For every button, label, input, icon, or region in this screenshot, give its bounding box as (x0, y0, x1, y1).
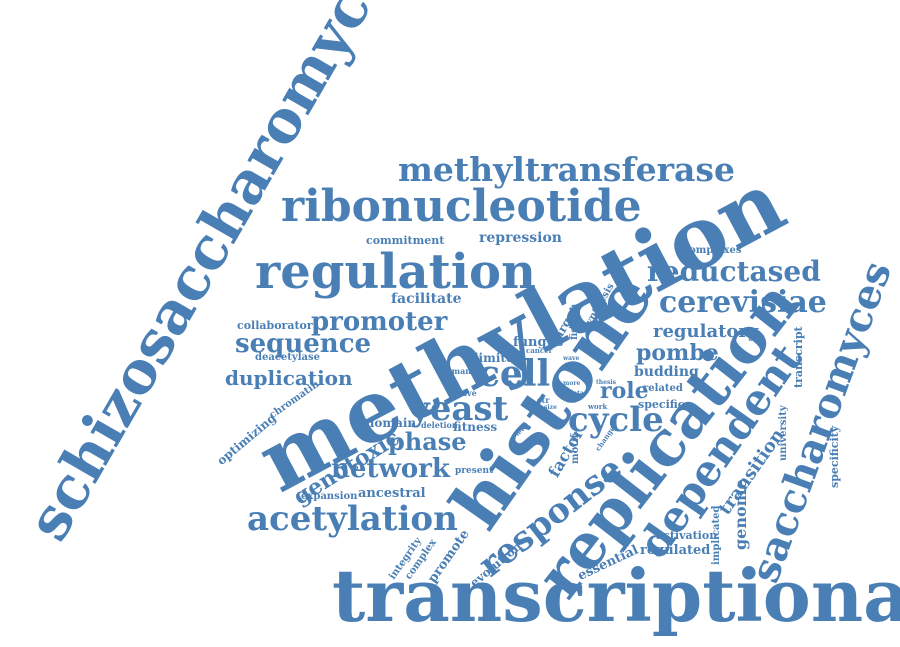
word-more: more (563, 380, 581, 387)
word-motif: motif (570, 434, 581, 464)
word-work: work (588, 402, 608, 411)
word-str: str (537, 395, 550, 405)
word-pombe: pombe (636, 340, 719, 366)
word-sequence: sequence (235, 329, 372, 359)
word-transcript: transcript (792, 326, 805, 388)
word-network: network (331, 454, 450, 484)
word-university: university (778, 405, 789, 461)
word-activation: activation (656, 529, 718, 542)
word-budding: budding (634, 364, 699, 380)
word-specificity: specificity (828, 425, 841, 488)
word-commitment: commitment (366, 234, 445, 247)
word-phase: phase (388, 427, 467, 456)
word-promoter: promoter (311, 307, 448, 337)
word-facilitate: facilitate (391, 291, 462, 307)
word-implicated: implicated (711, 505, 722, 565)
word-fitness: fitness (453, 420, 498, 434)
word-complexes: complexes (683, 245, 742, 256)
word-collaborator: collaborator (237, 319, 313, 332)
word-cancer: cancer (526, 346, 553, 355)
word-regulation: regulation (255, 244, 536, 300)
word-methyltransferase: methyltransferase (398, 150, 735, 189)
word-ancestral: ancestral (358, 486, 426, 501)
word-deletion: deletion (421, 420, 458, 430)
word-role: role (600, 378, 649, 404)
word-cell: cell (478, 353, 551, 395)
word-regulated: regulated (640, 543, 711, 558)
word-specific: specific (638, 398, 685, 411)
word-limited: limited (474, 351, 522, 365)
word-wave: wave (563, 355, 580, 362)
word-cycle: cycle (568, 400, 664, 440)
word-data: data (569, 390, 584, 397)
word-related: related (643, 383, 683, 394)
word-fungus: fungus (513, 335, 564, 350)
word-thesis: thesis (596, 379, 616, 386)
word-deacetylase: deacetylase (255, 352, 320, 363)
word-repression: repression (479, 230, 562, 246)
word-ribonucleotide: ribonucleotide (281, 181, 642, 232)
word-regulatory: regulatory (653, 321, 759, 342)
word-genome: genome (731, 479, 750, 550)
word-domain: domain (366, 416, 417, 430)
word-cerevisiae: cerevisiae (659, 285, 827, 320)
word-have: have (456, 388, 477, 398)
word-duplication: duplication (225, 366, 353, 390)
word-acetylation: acetylation (247, 499, 458, 539)
word-size: size (544, 404, 557, 411)
word-expansion: expansion (301, 491, 358, 502)
word-transcriptional: transcriptional (332, 553, 900, 638)
word-yeast: yeast (410, 389, 509, 429)
word-human: human (440, 366, 472, 376)
word-fission: fission (569, 303, 580, 340)
word-present: present (455, 466, 494, 476)
word-reductased: reductased (647, 255, 821, 288)
